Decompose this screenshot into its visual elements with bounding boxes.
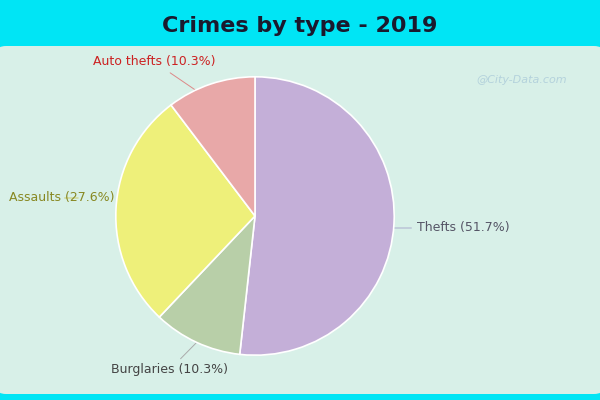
Wedge shape (171, 77, 255, 216)
Text: Burglaries (10.3%): Burglaries (10.3%) (111, 340, 228, 376)
Wedge shape (240, 77, 394, 355)
Text: Assaults (27.6%): Assaults (27.6%) (9, 192, 115, 204)
Text: @City-Data.com: @City-Data.com (476, 75, 568, 85)
Wedge shape (160, 216, 255, 354)
Wedge shape (116, 105, 255, 317)
Text: Crimes by type - 2019: Crimes by type - 2019 (163, 16, 437, 36)
FancyBboxPatch shape (0, 46, 600, 394)
Text: Thefts (51.7%): Thefts (51.7%) (378, 222, 509, 234)
Text: Auto thefts (10.3%): Auto thefts (10.3%) (93, 56, 215, 100)
